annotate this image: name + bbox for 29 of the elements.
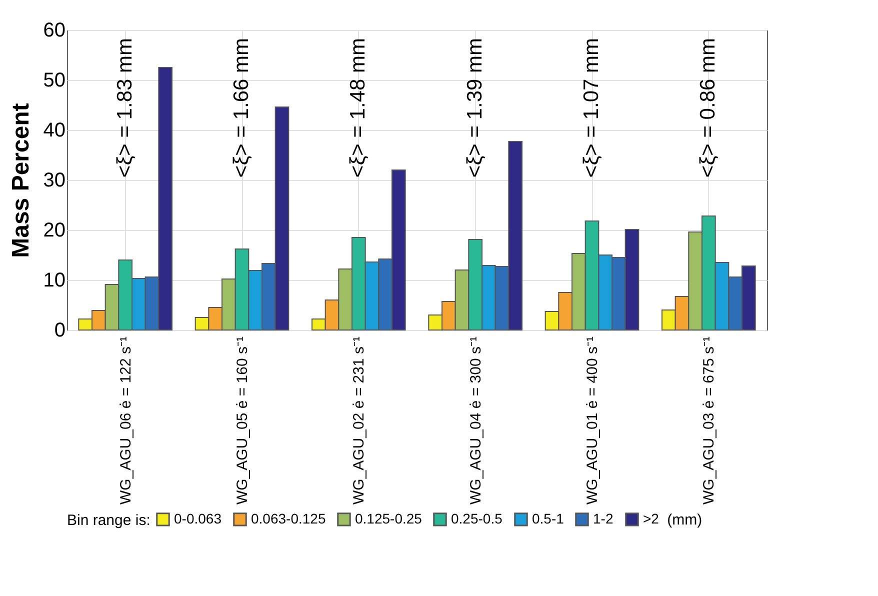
y-tick-label: 30 bbox=[43, 170, 66, 192]
x-tick-label: WG_AGU_03 ė = 675 s⁻¹ bbox=[700, 336, 718, 504]
text: (mm) bbox=[667, 512, 702, 529]
legend-label: 1-2 bbox=[593, 510, 614, 526]
legend-label: >2 bbox=[643, 510, 660, 526]
x-tick-label: WG_AGU_02 ė = 231 s⁻¹ bbox=[350, 336, 368, 504]
annotation: <ξ> = 1.07 mm bbox=[580, 38, 603, 178]
legend-label: 0.5-1 bbox=[532, 510, 564, 526]
x-tick-label: WG_AGU_05 ė = 160 s⁻¹ bbox=[234, 336, 251, 504]
y-tick-label: 40 bbox=[43, 120, 66, 142]
legend-label: 0-0.063 bbox=[174, 510, 222, 526]
x-tick-label: WG_AGU_06 ė = 122 s⁻¹ bbox=[117, 336, 134, 504]
y-tick-label: 10 bbox=[43, 270, 66, 292]
x-tick-label: WG_AGU_01 ė = 400 s⁻¹ bbox=[584, 336, 601, 504]
annotation: <ξ> = 1.66 mm bbox=[230, 38, 253, 178]
x-tick-label: WG_AGU_04 ė = 300 s⁻¹ bbox=[467, 336, 484, 504]
legend-label: 0.25-0.5 bbox=[451, 510, 503, 526]
y-tick-label: 0 bbox=[54, 320, 66, 342]
annotation: <ξ> = 1.39 mm bbox=[463, 38, 486, 178]
annotation: <ξ> = 1.83 mm bbox=[113, 38, 136, 178]
annotation: <ξ> = 1.48 mm bbox=[346, 38, 370, 178]
legend-label: 0.063-0.125 bbox=[251, 510, 326, 526]
y-tick-label: 60 bbox=[43, 20, 66, 42]
y-axis-title: Mass Percent bbox=[7, 103, 34, 258]
legend-label: 0.125-0.25 bbox=[355, 510, 422, 526]
legend-title: Bin range is: bbox=[67, 512, 150, 529]
y-tick-label: 20 bbox=[43, 220, 66, 242]
annotation: <ξ> = 0.86 mm bbox=[696, 38, 720, 178]
y-tick-label: 50 bbox=[43, 70, 66, 92]
